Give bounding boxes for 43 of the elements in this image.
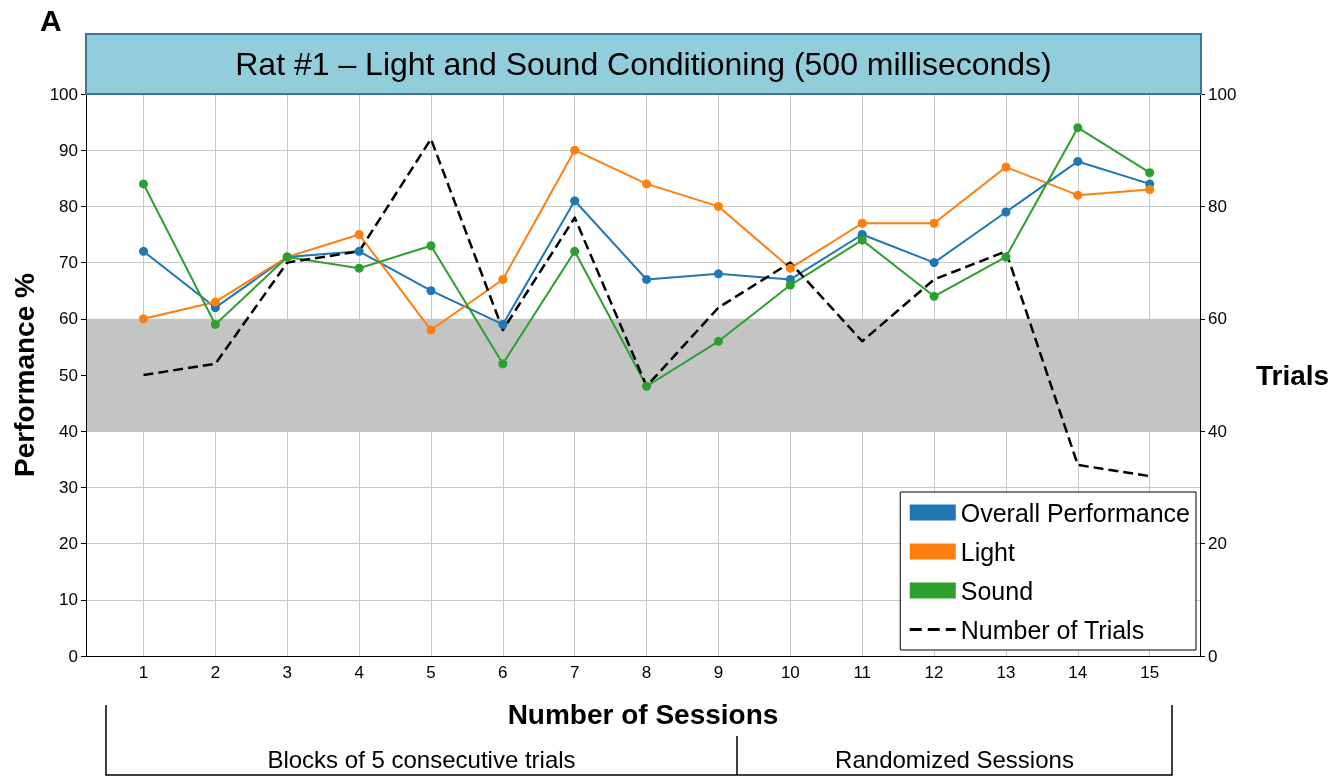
- y-tick-label: 50: [59, 365, 78, 385]
- x-tick-label: 6: [498, 663, 508, 682]
- y2-tick-label: 100: [1208, 84, 1237, 104]
- x-tick-label: 2: [210, 663, 221, 682]
- x-tick-label: 4: [354, 663, 364, 682]
- y-tick-label: 100: [49, 84, 78, 104]
- y2-tick-label: 20: [1208, 534, 1227, 554]
- y-tick-label: 10: [59, 590, 78, 610]
- x-tick-label: 10: [780, 663, 800, 682]
- y-tick-label: 0: [68, 646, 78, 666]
- chart-title: Rat #1 – Light and Sound Conditioning (500 milliseconds): [85, 33, 1202, 95]
- legend-label: Number of Trials: [960, 615, 1145, 644]
- y2-tick-label: 0: [1208, 646, 1218, 666]
- y-tick-label: 30: [59, 477, 78, 497]
- x-tick-label: 13: [996, 663, 1016, 682]
- text: Blocks of 5 consecutive trials: [267, 746, 576, 774]
- y-tick-label: 60: [59, 309, 78, 329]
- x-tick-label: 15: [1140, 663, 1160, 682]
- legend-label: Light: [960, 537, 1016, 566]
- x-tick-label: 5: [426, 663, 436, 682]
- x-tick-label: 11: [853, 663, 872, 682]
- x-tick-label: 7: [569, 663, 580, 682]
- text: Randomized Sessions: [835, 746, 1074, 774]
- y-tick-label: 40: [59, 421, 78, 441]
- x-tick-label: 8: [641, 663, 652, 682]
- y2-tick-label: 60: [1208, 309, 1227, 329]
- y-tick-label: 80: [59, 196, 78, 216]
- y2-tick-label: 40: [1208, 421, 1227, 441]
- x-tick-label: 9: [713, 663, 724, 682]
- x-tick-label: 14: [1068, 663, 1088, 682]
- x-tick-label: 3: [282, 663, 292, 682]
- legend-label: Overall Performance: [960, 498, 1190, 527]
- y-tick-label: 90: [59, 140, 78, 160]
- y-tick-label: 70: [59, 253, 78, 273]
- y2-tick-label: 80: [1208, 196, 1227, 216]
- y-axis-title: Performance %: [9, 272, 41, 477]
- legend-label: Sound: [960, 576, 1034, 605]
- y2-axis-title: Trials: [1256, 359, 1330, 391]
- text: A: [40, 4, 62, 38]
- x-tick-label: 1: [138, 663, 149, 682]
- x-axis-title: Number of Sessions: [507, 698, 779, 730]
- x-tick-label: 12: [924, 663, 944, 682]
- y-tick-label: 20: [59, 534, 78, 554]
